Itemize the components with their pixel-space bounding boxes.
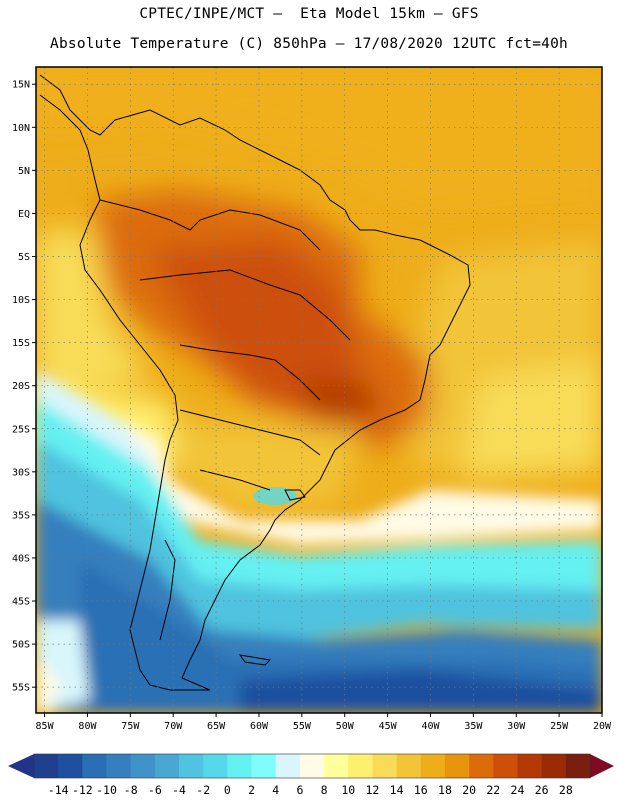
lon-label: 35W [464, 721, 483, 732]
colorbar-bin [227, 754, 252, 778]
colorbar-label: 10 [341, 783, 355, 797]
colorbar-bin [203, 754, 228, 778]
colorbar-label: 26 [535, 783, 549, 797]
colorbar-label: 14 [390, 783, 404, 797]
colorbar-bin [324, 754, 349, 778]
colorbar-bin [251, 754, 277, 778]
lon-label: 55W [293, 721, 312, 732]
colorbar-bin [34, 754, 59, 778]
colorbar-bin [58, 754, 83, 778]
longitude-labels: 85W 80W 75W 70W 65W 60W 55W 50W 45W 40W 35W 30W 25W 2… [36, 713, 612, 732]
colorbar-label: 20 [462, 783, 476, 797]
lon-label: 65W [207, 721, 226, 732]
colorbar-bin [517, 754, 542, 778]
colorbar-bin [179, 754, 204, 778]
colorbar-label: -8 [124, 783, 138, 797]
colorbar-under-arrow [8, 754, 34, 778]
lat-label: 15S [12, 338, 30, 349]
lat-label: 5N [18, 166, 30, 177]
lat-label: 10S [12, 295, 30, 306]
colorbar-bin [82, 754, 107, 778]
colorbar-bin [444, 754, 470, 778]
map-title-line1: CPTEC/INPE/MCT – Eta Model 15km – GFS [139, 6, 479, 22]
colorbar-label: 22 [486, 783, 500, 797]
temperature-field [36, 67, 602, 713]
colorbar-label: 8 [321, 783, 328, 797]
colorbar-label: -6 [148, 783, 162, 797]
colorbar-bin [420, 754, 446, 778]
lat-label: 10N [12, 123, 30, 134]
lon-label: 85W [36, 721, 55, 732]
lat-label: 15N [12, 80, 30, 91]
lat-label: EQ [18, 209, 30, 220]
lat-label: 35S [12, 510, 30, 521]
colorbar-bin [469, 754, 494, 778]
colorbar-label: 18 [438, 783, 452, 797]
colorbar-bin [275, 754, 301, 778]
lon-label: 25W [550, 721, 569, 732]
map-title-line2: Absolute Temperature (C) 850hPa – 17/08/… [50, 36, 568, 52]
colorbar-bin [348, 754, 373, 778]
colorbar-label: 24 [511, 783, 525, 797]
colorbar-bin [565, 754, 591, 778]
colorbar-label: 0 [224, 783, 231, 797]
lon-label: 80W [78, 721, 97, 732]
coastlines [39, 74, 471, 691]
map-frame [35, 66, 603, 714]
colorbar-bin [493, 754, 518, 778]
colorbar-label: -12 [72, 783, 93, 797]
lon-label: 45W [379, 721, 398, 732]
lon-label: 30W [507, 721, 526, 732]
colorbar-label: 28 [559, 783, 573, 797]
colorbar-label: 12 [366, 783, 380, 797]
colorbar-bin [154, 754, 180, 778]
lat-label: 30S [12, 467, 30, 478]
colorbar-label: -2 [196, 783, 210, 797]
colorbar-label: -4 [172, 783, 186, 797]
lon-label: 75W [121, 721, 140, 732]
lon-label: 40W [421, 721, 440, 732]
colorbar-bin [299, 754, 325, 778]
lon-label: 20W [593, 721, 612, 732]
lat-label: 45S [12, 597, 30, 608]
lon-label: 70W [164, 721, 183, 732]
lat-label: 25S [12, 424, 30, 435]
colorbar-label: 16 [414, 783, 428, 797]
colorbar-over-arrow [590, 754, 614, 778]
lat-label: 50S [12, 640, 30, 651]
lat-label: 55S [12, 683, 30, 694]
colorbar-label: -14 [48, 783, 69, 797]
colorbar-label: 6 [296, 783, 303, 797]
lon-label: 50W [336, 721, 355, 732]
lon-label: 60W [250, 721, 269, 732]
colorbar-label: 4 [272, 783, 279, 797]
lat-label: 40S [12, 553, 30, 564]
lat-label: 5S [18, 252, 30, 263]
colorbar-bin [130, 754, 156, 778]
colorbar-label: -10 [96, 783, 117, 797]
colorbar-bin [372, 754, 397, 778]
colorbar-bin [396, 754, 422, 778]
colorbar-label: 2 [248, 783, 255, 797]
colorbar-bin [106, 754, 131, 778]
lat-label: 20S [12, 381, 30, 392]
graticule [36, 67, 602, 713]
latitude-labels: 15N 10N 5N EQ 5S 10S 15S 20S 25S 30S 35S 40S 45S 50S 5… [12, 80, 36, 694]
colorbar: -14 -12 -10 -8 -6 -4 -2 0 2 4 6 8 10 12 14 16 18 20 22 24 26… [8, 753, 614, 797]
colorbar-bin [541, 754, 567, 778]
